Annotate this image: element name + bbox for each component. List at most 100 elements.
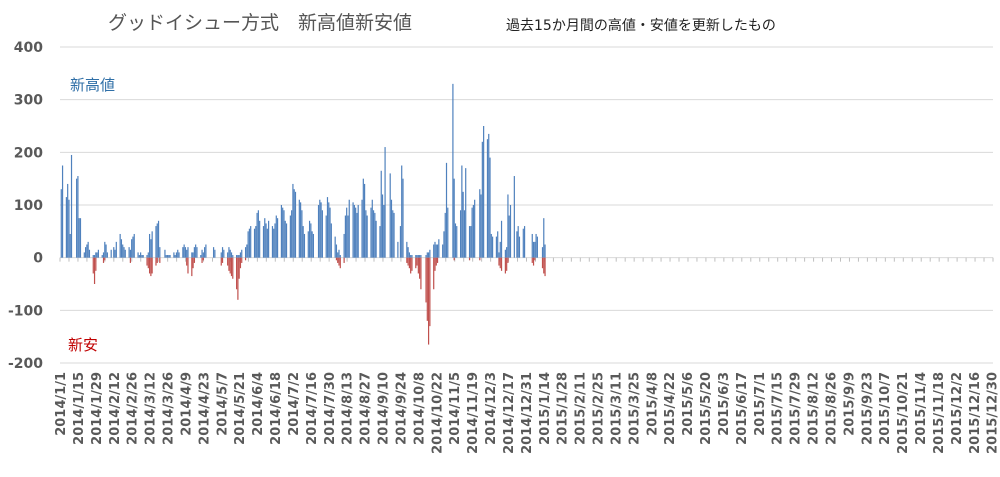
bar-new-high <box>463 210 466 258</box>
y-tick-label: 300 <box>14 93 43 109</box>
bar-new-high <box>343 233 345 258</box>
bar-new-low <box>192 257 194 269</box>
x-tick-label: 2015/9/9 <box>842 372 857 436</box>
bar-new-low <box>228 257 230 271</box>
bar-new-low <box>335 257 338 261</box>
bar-new-low <box>186 257 188 266</box>
bar-new-low <box>434 257 436 271</box>
bar-new-high <box>237 255 239 258</box>
bar-new-high <box>544 244 546 258</box>
bar-new-high <box>173 252 175 258</box>
bar-new-high <box>517 226 519 258</box>
bar-new-high <box>187 247 189 258</box>
bar-new-high <box>301 210 303 258</box>
bar-new-high <box>266 228 268 258</box>
bar-new-high <box>498 252 500 258</box>
bar-new-high <box>230 252 233 258</box>
bar-new-high <box>470 226 472 258</box>
bar-new-high <box>191 252 193 258</box>
bar-new-high <box>303 233 306 258</box>
bar-new-low <box>201 257 203 263</box>
bar-new-high <box>408 252 410 258</box>
bar-new-high <box>417 255 419 258</box>
bar-new-high <box>115 241 117 258</box>
bar-new-high <box>339 255 341 258</box>
bar-new-high <box>500 220 503 258</box>
bar-new-high <box>157 220 160 258</box>
bar-new-high <box>148 233 151 258</box>
x-tick-label: 2015/5/6 <box>681 372 696 436</box>
bar-new-high <box>165 255 167 258</box>
bar-new-high <box>79 218 82 258</box>
bar-new-low <box>453 257 455 261</box>
bar-new-high <box>509 205 512 258</box>
bar-new-high <box>429 249 431 258</box>
y-tick-label: 0 <box>33 251 43 267</box>
bar-new-high <box>294 191 297 258</box>
bar-new-high <box>435 244 437 258</box>
bar-new-high <box>205 244 207 258</box>
bar-new-high <box>93 255 96 258</box>
bar-new-low <box>532 257 535 266</box>
bar-new-high <box>361 199 363 258</box>
bar-new-low <box>148 257 151 274</box>
bar-new-high <box>425 255 427 258</box>
bar-new-high <box>390 199 393 258</box>
bar-new-high <box>253 228 256 258</box>
bar-new-low <box>541 257 544 269</box>
x-tick-label: 2015/7/15 <box>771 372 786 445</box>
bar-new-high <box>319 199 321 258</box>
bar-new-high <box>291 210 293 258</box>
bar-new-high <box>442 244 444 258</box>
bar-new-high <box>289 215 291 258</box>
bar-new-high <box>228 247 230 258</box>
bar-new-high <box>247 231 249 258</box>
bar-new-high <box>238 255 240 258</box>
bar-new-high <box>78 218 80 258</box>
bar-new-high <box>353 205 355 258</box>
bar-new-high <box>321 210 323 258</box>
bar-new-high <box>183 244 185 258</box>
x-tick-label: 2015/7/1 <box>753 372 768 436</box>
x-tick-label: 2015/6/17 <box>735 372 750 445</box>
bar-new-high <box>338 249 340 258</box>
bar-new-high <box>374 212 376 258</box>
x-tick-label: 2014/8/27 <box>359 372 374 445</box>
bar-new-high <box>246 244 248 258</box>
x-tick-label: 2015/1/28 <box>556 372 571 445</box>
bar-new-low <box>150 257 152 277</box>
bar-new-high <box>92 255 94 258</box>
bar-new-high <box>166 255 169 258</box>
x-tick-label: 2015/9/23 <box>860 372 875 445</box>
bar-new-high <box>335 244 338 258</box>
bar-new-high <box>88 249 91 258</box>
bar-new-high <box>407 247 409 258</box>
bar-new-low <box>415 257 417 269</box>
x-tick-label: 2014/1/1 <box>54 372 69 436</box>
bar-new-high <box>142 255 144 258</box>
bar-new-low <box>93 257 96 284</box>
x-tick-label: 2014/7/16 <box>305 372 320 445</box>
bar-new-high <box>523 226 526 258</box>
bar-new-high <box>471 207 473 258</box>
bar-new-low <box>92 257 94 274</box>
x-tick-label: 2014/9/10 <box>377 372 392 445</box>
bar-new-low <box>129 257 131 263</box>
bar-new-high <box>236 255 238 258</box>
y-tick-label: -100 <box>8 303 43 319</box>
bar-new-high <box>67 183 69 258</box>
bar-new-low <box>436 257 439 263</box>
x-tick-label: 2015/2/25 <box>592 372 607 445</box>
x-tick-label: 2015/4/8 <box>645 372 660 436</box>
x-tick-label: 2014/10/22 <box>430 372 445 454</box>
bar-new-high <box>472 205 474 258</box>
bar-new-high <box>399 226 402 258</box>
x-tick-label: 2015/8/26 <box>824 372 839 445</box>
x-tick-label: 2014/4/9 <box>179 372 194 436</box>
bar-new-high <box>223 249 225 258</box>
x-tick-label: 2014/12/31 <box>520 372 535 454</box>
bar-new-high <box>106 252 108 258</box>
bar-new-high <box>244 247 247 258</box>
bar-new-low <box>500 257 503 271</box>
bar-new-low <box>220 257 222 266</box>
